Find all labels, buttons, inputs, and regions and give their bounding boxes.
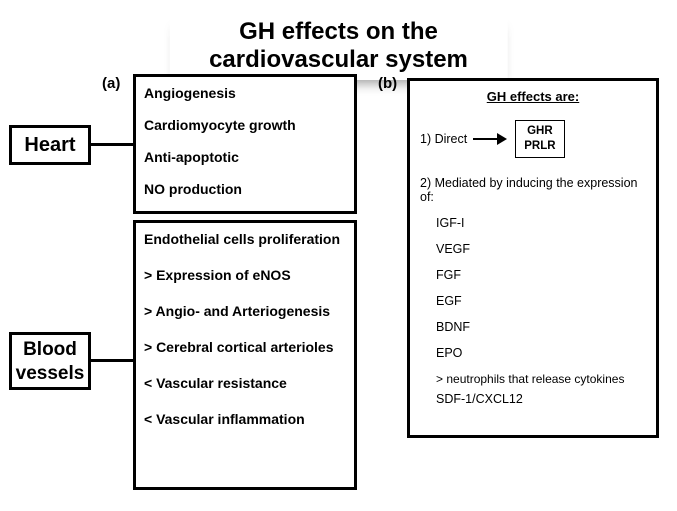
heart-item: NO production (144, 181, 346, 197)
mechanisms-box: GH effects are: 1) Direct GHR PRLR 2) Me… (407, 78, 659, 438)
heart-item: Anti-apoptotic (144, 149, 346, 165)
sdf-line: SDF-1/CXCL12 (436, 392, 646, 406)
vessels-item: Endothelial cells proliferation (144, 231, 346, 247)
factor-item: IGF-I (436, 216, 646, 230)
title-container: GH effects on the cardiovascular system (169, 12, 508, 80)
mechanisms-title: GH effects are: (420, 89, 646, 104)
vessels-item: > Expression of eNOS (144, 267, 346, 283)
arrow-icon (473, 133, 509, 145)
direct-row: 1) Direct GHR PRLR (420, 120, 646, 158)
factor-item: EPO (436, 346, 646, 360)
factor-item: EGF (436, 294, 646, 308)
panel-a-label: (a) (102, 75, 120, 92)
heart-item: Cardiomyocyte growth (144, 117, 346, 133)
factor-item: FGF (436, 268, 646, 282)
vessels-label-line1: Blood (12, 338, 88, 362)
panel-b-label: (b) (378, 75, 397, 92)
direct-label: 1) Direct (420, 132, 467, 146)
vessels-item: < Vascular inflammation (144, 411, 346, 427)
page-title: GH effects on the cardiovascular system (169, 12, 508, 80)
vessels-effects-box: Endothelial cells proliferation > Expres… (133, 220, 357, 490)
vessels-label-line2: vessels (12, 362, 88, 386)
heart-label-box: Heart (9, 125, 91, 165)
vessels-item: > Angio- and Arteriogenesis (144, 303, 346, 319)
receptor-box: GHR PRLR (515, 120, 564, 158)
factor-item: BDNF (436, 320, 646, 334)
vessels-item: > Cerebral cortical arterioles (144, 339, 346, 355)
mediated-label: 2) Mediated by inducing the expression o… (420, 176, 646, 204)
heart-connector (91, 143, 133, 146)
vessels-connector (91, 359, 133, 362)
heart-effects-box: Angiogenesis Cardiomyocyte growth Anti-a… (133, 74, 357, 214)
receptor-prlr: PRLR (524, 139, 555, 154)
receptor-ghr: GHR (524, 124, 555, 139)
vessels-item: < Vascular resistance (144, 375, 346, 391)
neutrophils-line: > neutrophils that release cytokines (436, 372, 646, 386)
factor-item: VEGF (436, 242, 646, 256)
vessels-label-box: Blood vessels (9, 332, 91, 390)
heart-item: Angiogenesis (144, 85, 346, 101)
heart-label-text: Heart (24, 134, 75, 157)
